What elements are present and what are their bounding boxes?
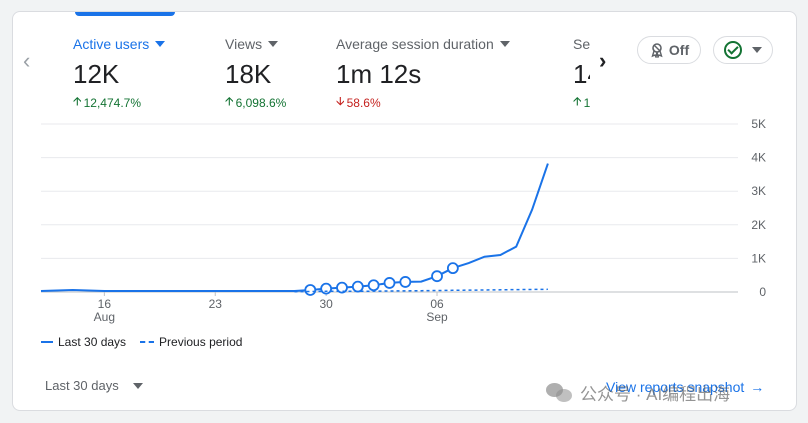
annotation-marker — [351, 280, 364, 293]
next-metrics-button[interactable]: › — [599, 48, 607, 73]
metric-active-users[interactable]: Active users 12K 🡩 12,474.7% — [73, 34, 166, 113]
y-tick-label: 3K — [751, 184, 766, 198]
metrics-row: Active users 12K 🡩 12,474.7% Views 18K 🡩 6… — [73, 34, 590, 114]
metric-value: 1m 12s — [336, 59, 422, 89]
insights-toggle-label: Off — [668, 42, 690, 58]
metric-title: Average session duration — [336, 36, 494, 52]
metric-change: 1 — [583, 95, 590, 110]
metric-title: Se — [573, 36, 590, 52]
caret-down-icon — [752, 47, 762, 53]
previous-period-line — [294, 288, 548, 293]
date-range-select[interactable]: Last 30 days — [45, 378, 143, 393]
legend-label: Last 30 days — [58, 335, 127, 349]
date-range-label: Last 30 days — [45, 378, 119, 393]
overview-card: ‹ Active users 12K 🡩 12,474.7% Views 18K … — [12, 11, 797, 411]
legend-solid-swatch — [41, 341, 53, 343]
chart-legend: Last 30 days Previous period — [41, 335, 242, 349]
x-tick-label: 16 — [98, 297, 112, 311]
view-reports-snapshot-link[interactable]: View reports snapshot → — [606, 379, 764, 395]
legend-dashed-swatch — [140, 341, 155, 343]
y-tick-label: 2K — [751, 218, 766, 232]
metric-value: 14 — [573, 59, 590, 89]
annotation-marker — [446, 262, 459, 275]
wechat-logo-icon — [546, 382, 574, 403]
x-tick-label: 23 — [209, 297, 223, 311]
annotation-marker — [383, 277, 396, 289]
x-tick-label: 06 — [430, 297, 444, 311]
arrow-right-icon: → — [750, 379, 765, 395]
x-tick-sublabel: Aug — [94, 310, 115, 324]
prev-metrics-button[interactable]: ‹ — [23, 48, 31, 73]
metric-change: 58.6% — [346, 95, 381, 110]
arrow-up-icon: 🡩 — [73, 94, 82, 108]
metric-value: 18K — [225, 59, 272, 89]
metric-title: Active users — [73, 36, 150, 52]
metric-truncated[interactable]: Se 14 🡩1 — [573, 34, 590, 113]
annotation-marker — [336, 281, 348, 294]
annotation-marker — [431, 270, 443, 283]
active-tab-indicator — [75, 12, 175, 16]
caret-down-icon[interactable] — [499, 41, 510, 47]
arrow-down-icon: 🡫 — [336, 94, 345, 108]
metric-title: Views — [225, 36, 263, 52]
metric-change: 6,098.6% — [235, 95, 287, 110]
metric-views[interactable]: Views 18K 🡩 6,098.6% — [225, 34, 286, 113]
annotation-marker — [320, 282, 333, 295]
award-icon — [651, 43, 663, 58]
check-circle-icon — [724, 41, 742, 59]
y-tick-label: 1K — [751, 251, 766, 265]
y-tick-label: 5K — [751, 117, 766, 131]
data-quality-button[interactable] — [713, 36, 773, 64]
annotation-marker — [367, 279, 380, 292]
annotation-marker — [399, 276, 412, 288]
legend-item-previous: Previous period — [140, 335, 242, 349]
legend-label: Previous period — [159, 335, 243, 349]
caret-down-icon[interactable] — [155, 41, 166, 47]
caret-down-icon[interactable] — [268, 41, 279, 47]
metric-change: 12,474.7% — [83, 95, 142, 110]
view-reports-snapshot-label: View reports snapshot — [606, 379, 745, 395]
y-tick-label: 0 — [759, 285, 766, 299]
arrow-up-icon: 🡩 — [225, 94, 234, 108]
legend-item-current: Last 30 days — [41, 335, 126, 349]
arrow-up-icon: 🡩 — [573, 94, 582, 108]
current-period-line — [40, 163, 549, 292]
insights-toggle-button[interactable]: Off — [637, 36, 701, 64]
x-tick-label: 30 — [319, 297, 333, 311]
y-tick-label: 4K — [751, 151, 766, 165]
annotation-marker — [304, 284, 317, 296]
metric-value: 12K — [73, 59, 120, 89]
x-tick-sublabel: Sep — [426, 310, 448, 324]
metric-average-session-duration[interactable]: Average session duration 1m 12s 🡫 58.6% — [336, 34, 510, 113]
caret-down-icon — [132, 382, 143, 389]
